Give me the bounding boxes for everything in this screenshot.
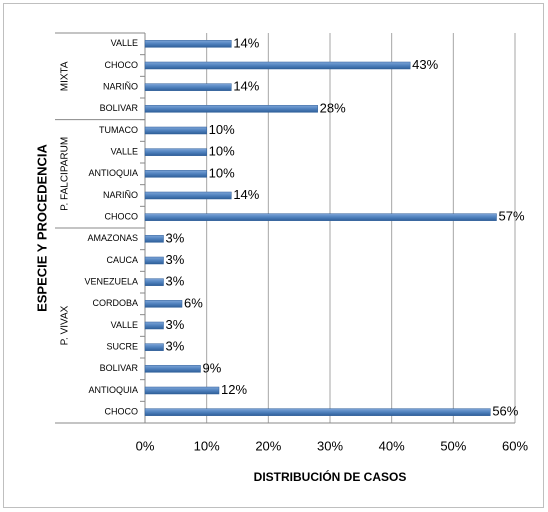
y-tick-label: ANTIOQUIA bbox=[88, 385, 138, 395]
x-axis-title: DISTRIBUCIÓN DE CASOS bbox=[254, 469, 407, 484]
value-label: 14% bbox=[233, 35, 259, 50]
x-tick-label: 30% bbox=[317, 438, 343, 453]
x-tick-label: 0% bbox=[136, 438, 155, 453]
x-tick-label: 10% bbox=[194, 438, 220, 453]
value-label: 9% bbox=[203, 360, 222, 375]
value-label: 14% bbox=[233, 187, 259, 202]
bar bbox=[144, 300, 183, 308]
bar bbox=[144, 126, 207, 135]
value-label: 14% bbox=[233, 79, 259, 94]
x-tick-label: 60% bbox=[502, 438, 528, 453]
bar bbox=[144, 40, 232, 48]
bar bbox=[144, 61, 411, 70]
y-tick-label: VALLE bbox=[111, 38, 138, 48]
bar bbox=[144, 170, 207, 178]
y-tick-label: CHOCO bbox=[105, 212, 139, 222]
y-tick-label: NARIÑO bbox=[103, 190, 138, 200]
value-label: 6% bbox=[184, 295, 203, 310]
y-tick-label: BOLIVAR bbox=[100, 103, 139, 113]
value-label: 10% bbox=[209, 144, 235, 159]
x-tick-label: 50% bbox=[440, 438, 466, 453]
frame bbox=[3, 3, 544, 508]
bar bbox=[144, 386, 220, 395]
y-tick-label: CHOCO bbox=[105, 407, 139, 417]
value-label: 56% bbox=[492, 404, 518, 419]
y-axis-title: ESPECIE Y PROCEDENCIA bbox=[34, 143, 49, 311]
value-label: 3% bbox=[166, 230, 185, 245]
bar bbox=[144, 235, 164, 243]
value-label: 57% bbox=[499, 209, 525, 224]
y-tick-label: BOLIVAR bbox=[100, 363, 139, 373]
y-tick-label: VALLE bbox=[111, 320, 138, 330]
value-label: 3% bbox=[166, 317, 185, 332]
group-label: P. FALCIPARUM bbox=[60, 137, 71, 211]
y-tick-label: NARIÑO bbox=[103, 82, 138, 92]
group-label: P. VIVAX bbox=[60, 305, 71, 345]
y-tick-label: CHOCO bbox=[105, 60, 139, 70]
value-label: 3% bbox=[166, 252, 185, 267]
y-tick-label: SUCRE bbox=[106, 342, 138, 352]
bar bbox=[144, 105, 318, 113]
y-tick-label: ANTIOQUIA bbox=[88, 168, 138, 178]
bar bbox=[144, 408, 491, 416]
bar bbox=[144, 213, 497, 221]
x-tick-label: 40% bbox=[379, 438, 405, 453]
value-label: 10% bbox=[209, 122, 235, 137]
bar bbox=[144, 256, 164, 265]
bar bbox=[144, 191, 232, 200]
bar bbox=[144, 278, 164, 286]
group-label: MIXTA bbox=[60, 61, 71, 91]
bar bbox=[144, 83, 232, 91]
y-tick-label: AMAZONAS bbox=[87, 233, 138, 243]
value-label: 43% bbox=[412, 57, 438, 72]
bar bbox=[144, 365, 201, 373]
value-label: 3% bbox=[166, 274, 185, 289]
value-label: 12% bbox=[221, 382, 247, 397]
value-label: 3% bbox=[166, 339, 185, 354]
y-tick-label: CORDOBA bbox=[92, 298, 138, 308]
bar bbox=[144, 148, 207, 156]
y-tick-label: CAUCA bbox=[106, 255, 138, 265]
y-tick-label: VALLE bbox=[111, 147, 138, 157]
bar bbox=[144, 343, 164, 351]
x-tick-label: 20% bbox=[255, 438, 281, 453]
y-tick-label: TUMACO bbox=[99, 125, 138, 135]
y-tick-label: VENEZUELA bbox=[84, 277, 138, 287]
value-label: 28% bbox=[320, 100, 346, 115]
bar bbox=[144, 321, 164, 330]
value-label: 10% bbox=[209, 165, 235, 180]
